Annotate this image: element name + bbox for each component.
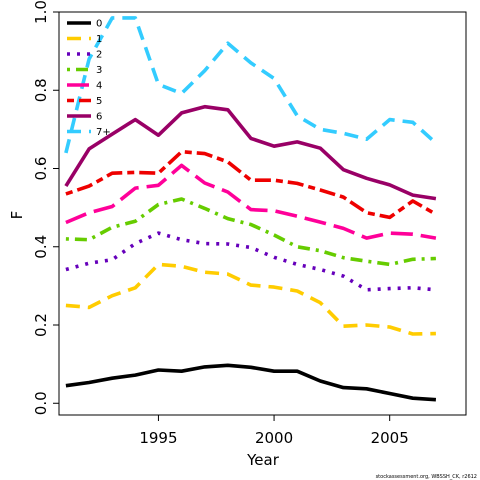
x-tick-label: 1995 <box>139 429 177 447</box>
series-line-6 <box>64 104 437 201</box>
plot-frame <box>58 11 467 416</box>
y-axis: 0.0 0.2 0.4 0.6 0.8 1.0 <box>32 0 59 415</box>
legend: 0 1 2 3 4 5 6 7+ <box>67 19 111 138</box>
y-axis-title: F <box>8 211 26 220</box>
y-tick-label: 0.0 <box>32 391 50 415</box>
series-line-0 <box>65 363 437 402</box>
series-line-7plus <box>64 16 438 154</box>
footer-text: stockassessment.org, WBSSH_CK, r2612 <box>376 474 477 480</box>
legend-label: 1 <box>96 34 102 45</box>
x-axis-title: Year <box>246 451 280 469</box>
series-line-5 <box>65 149 437 220</box>
series-layer <box>64 16 438 402</box>
legend-label: 4 <box>96 81 102 92</box>
legend-label: 6 <box>96 112 102 123</box>
legend-label: 5 <box>96 96 102 107</box>
x-tick-label: 2000 <box>255 429 293 447</box>
x-axis: 1995 2000 2005 <box>139 415 409 447</box>
y-tick-label: 0.2 <box>32 313 50 337</box>
y-tick-label: 0.4 <box>32 235 50 259</box>
legend-label: 2 <box>96 50 102 61</box>
series-line-3 <box>65 197 436 267</box>
y-tick-label: 1.0 <box>32 0 50 24</box>
y-tick-label: 0.8 <box>32 78 50 102</box>
x-tick-label: 2005 <box>371 429 409 447</box>
series-line-1 <box>65 262 436 336</box>
legend-label: 7+ <box>96 127 111 138</box>
y-tick-label: 0.6 <box>32 157 50 181</box>
series-line-4 <box>65 163 437 240</box>
legend-label: 3 <box>96 65 102 76</box>
legend-label: 0 <box>96 19 102 30</box>
